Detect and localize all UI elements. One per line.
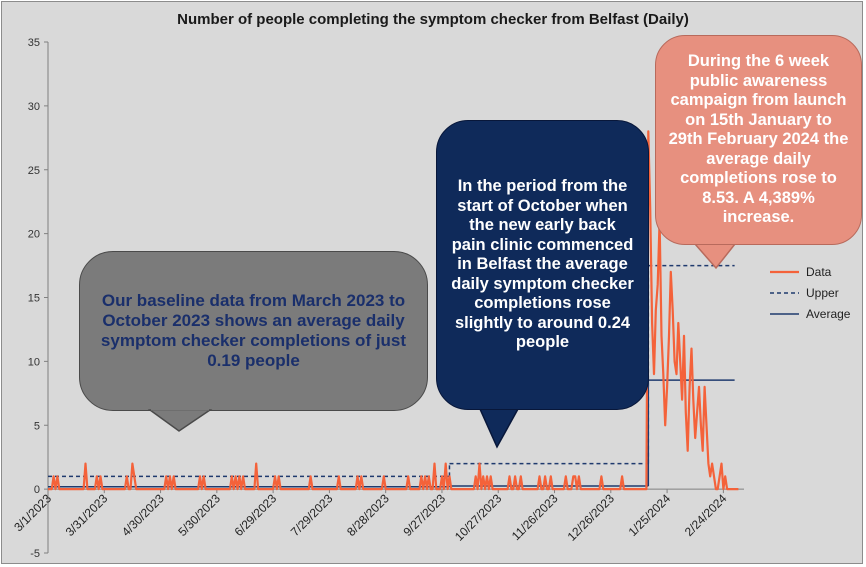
x-tick-label: 3/31/2023: [63, 491, 111, 539]
x-tick-label: 7/29/2023: [288, 491, 336, 539]
y-tick-label: 30: [28, 101, 40, 113]
x-tick-label: 10/27/2023: [452, 491, 505, 544]
y-tick-label: 5: [34, 420, 40, 432]
callout-clinic: In the period from the start of October …: [436, 120, 649, 410]
x-tick-label: 6/29/2023: [232, 491, 280, 539]
callout-campaign: During the 6 week public awareness campa…: [655, 35, 862, 245]
callout-baseline: Our baseline data from March 2023 to Oct…: [79, 251, 428, 411]
legend-label-data: Data: [806, 265, 832, 279]
x-tick-label: 1/25/2024: [626, 491, 674, 539]
chart-title: Number of people completing the symptom …: [177, 11, 689, 28]
callout-campaign-text: During the 6 week public awareness campa…: [668, 52, 849, 227]
legend-label-upper: Upper: [806, 286, 839, 300]
y-tick-label: 25: [28, 165, 40, 177]
y-tick-label: 15: [28, 293, 40, 305]
callout-clinic-text: In the period from the start of October …: [451, 177, 634, 352]
x-tick-label: 12/26/2023: [565, 491, 618, 544]
x-tick-label: 2/24/2024: [682, 491, 730, 539]
x-tick-label: 8/28/2023: [344, 491, 392, 539]
y-tick-label: -5: [30, 548, 40, 560]
y-tick-label: 0: [34, 484, 40, 496]
legend: Data Upper Average: [770, 265, 851, 321]
x-tick-label: 9/27/2023: [400, 491, 448, 539]
y-tick-label: 35: [28, 37, 40, 49]
x-tick-label: 5/30/2023: [175, 491, 223, 539]
data-line: [48, 130, 739, 491]
x-tick-label: 4/30/2023: [119, 491, 167, 539]
callout-baseline-text: Our baseline data from March 2023 to Oct…: [100, 290, 407, 371]
y-tick-label: 10: [28, 356, 40, 368]
x-tick-label: 11/26/2023: [509, 491, 561, 543]
y-tick-label: 20: [28, 229, 40, 241]
data-series: [48, 130, 739, 491]
legend-label-average: Average: [806, 307, 851, 321]
